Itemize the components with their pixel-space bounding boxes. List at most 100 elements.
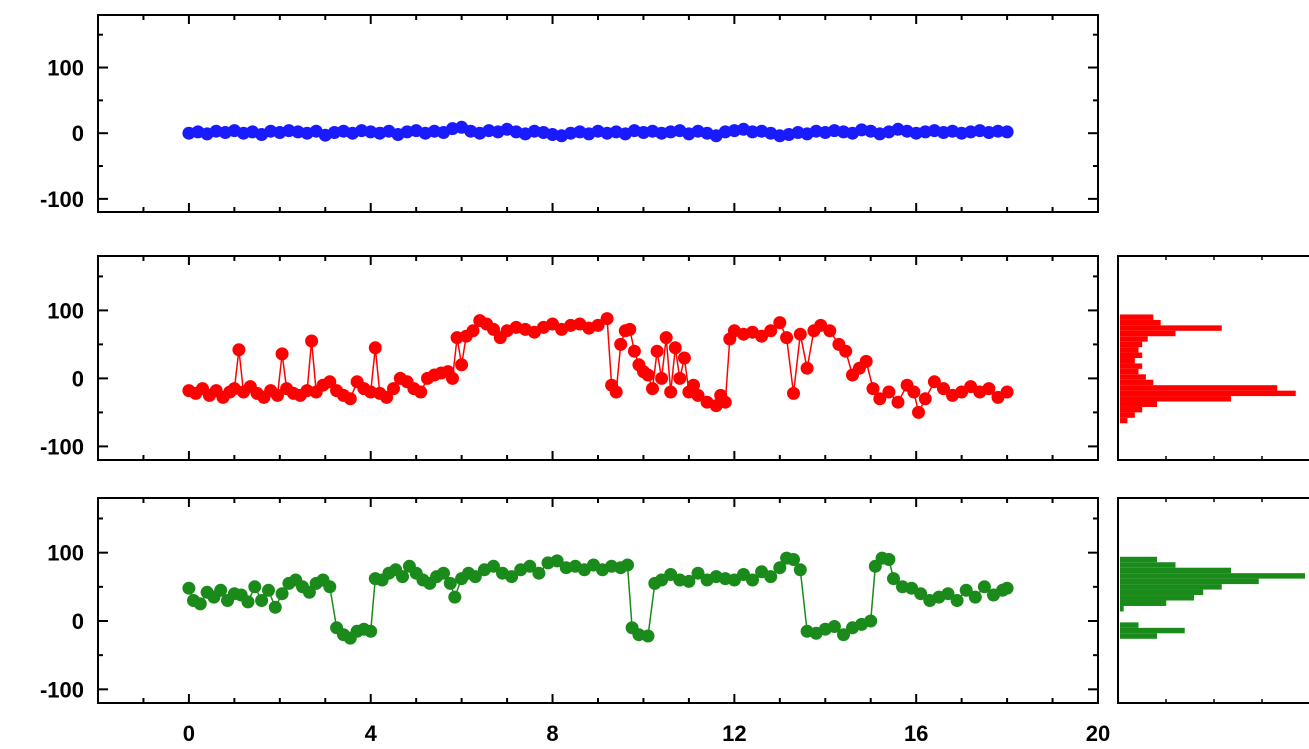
data-point (627, 344, 641, 358)
data-point (182, 581, 196, 595)
data-point (368, 341, 382, 355)
data-point (793, 327, 807, 341)
data-point (466, 324, 480, 338)
data-point (941, 587, 955, 601)
data-point (950, 594, 964, 607)
data-point (232, 343, 246, 357)
x-tick-label: 0 (183, 721, 195, 746)
histogram-bar (1120, 417, 1128, 424)
y-ticks (98, 275, 1098, 448)
histogram-bar (1120, 406, 1143, 413)
data-point (443, 576, 457, 590)
histogram-bar (1120, 605, 1124, 612)
data-point (343, 392, 357, 406)
data-point (305, 334, 319, 348)
data-point (839, 344, 853, 358)
histogram-bar (1120, 352, 1143, 358)
histogram-bar (1120, 374, 1146, 380)
data-point (664, 385, 678, 399)
data-point (912, 405, 925, 419)
data-point (800, 361, 814, 375)
histogram-bar (1120, 412, 1135, 418)
data-point (887, 572, 900, 586)
histogram-bar (1120, 600, 1167, 606)
data-point (823, 324, 837, 338)
data-point (787, 553, 800, 566)
data-point (614, 337, 628, 351)
data-point (302, 585, 316, 599)
data-point (364, 624, 378, 638)
y-tick-label: 0 (72, 609, 84, 634)
data-point (968, 590, 982, 604)
data-point (677, 351, 691, 365)
data-point (793, 563, 807, 577)
y-tick-label: 0 (72, 366, 84, 391)
data-point (505, 570, 519, 584)
data-point (787, 386, 800, 400)
y-ticks (98, 33, 1098, 200)
histogram-bar (1120, 562, 1176, 568)
data-point (623, 322, 637, 336)
data-point (455, 358, 469, 372)
series-2 (182, 312, 1014, 419)
histogram-frame (1117, 255, 1309, 461)
data-point (859, 354, 873, 368)
data-point (914, 587, 928, 601)
histogram-bar (1120, 556, 1157, 563)
data-point (380, 390, 394, 404)
data-point (214, 583, 228, 597)
series-3 (182, 551, 1014, 645)
histogram-bar (1120, 325, 1222, 331)
histogram-bar (1120, 595, 1194, 601)
data-point (687, 378, 700, 392)
histogram-1 (1117, 255, 1309, 461)
y-tick-label: 100 (47, 56, 84, 81)
data-point (864, 614, 878, 628)
data-point (764, 570, 778, 584)
data-point (609, 385, 623, 399)
histogram-bar (1120, 336, 1148, 342)
x-ticks (97, 256, 1099, 460)
data-point (873, 392, 887, 406)
data-point (682, 574, 696, 588)
data-point (248, 580, 262, 594)
histogram-bar (1120, 396, 1231, 402)
data-point (271, 388, 284, 402)
data-point (927, 375, 941, 389)
data-point (268, 600, 282, 614)
data-point (1000, 125, 1014, 139)
data-point (255, 594, 269, 607)
data-point (773, 316, 787, 330)
data-point (691, 388, 705, 402)
y-tick-label: 100 (47, 541, 84, 566)
x-tick-label: 8 (546, 721, 558, 746)
data-point (468, 570, 482, 584)
data-point (673, 371, 687, 385)
data-point (262, 583, 275, 597)
data-point (487, 559, 500, 573)
histogram-bar (1120, 385, 1278, 391)
histogram-bar (1120, 368, 1139, 375)
panel-1: 100 0 -100 (40, 14, 1099, 213)
y-tick-label: -100 (40, 677, 84, 702)
histogram-bar (1120, 567, 1231, 574)
data-point (882, 385, 896, 399)
histogram-bar (1120, 358, 1135, 364)
histogram-bar (1120, 341, 1143, 348)
histogram-bar (1120, 578, 1259, 585)
histogram-bar (1120, 379, 1154, 386)
panel-frame (97, 14, 1099, 213)
x-ticks (97, 498, 1099, 703)
data-point (523, 559, 537, 573)
histogram-bar (1120, 401, 1157, 407)
data-point (650, 344, 664, 358)
data-point (907, 385, 921, 399)
panels-layer: 100 0 -100 100 0 -100 100 0 -100 (40, 14, 1099, 704)
data-point (691, 566, 705, 580)
histogram-bar (1120, 584, 1222, 590)
y-ticks (98, 517, 1098, 691)
histogram-bar (1120, 363, 1143, 369)
data-point (959, 583, 973, 597)
data-point (982, 382, 996, 396)
